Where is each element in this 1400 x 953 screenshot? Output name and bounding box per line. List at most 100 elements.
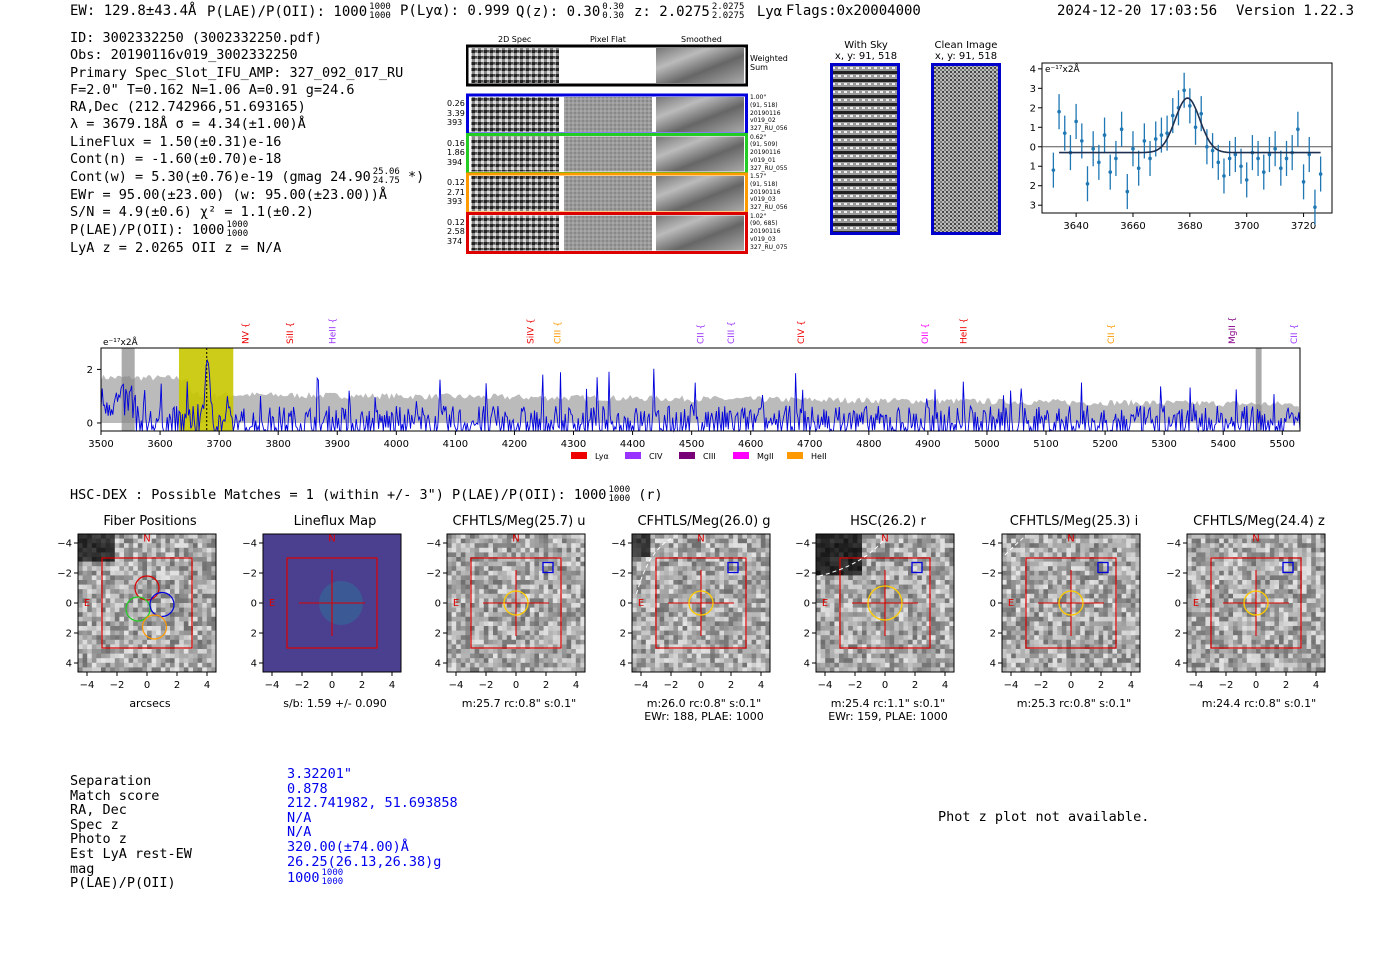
compass-n: N — [328, 534, 335, 545]
pixel — [520, 575, 526, 581]
pixel — [756, 534, 762, 539]
pixel — [493, 575, 498, 581]
pixel — [843, 552, 849, 558]
pixel — [105, 616, 111, 622]
pixel — [733, 566, 739, 572]
pixel — [562, 534, 567, 539]
y-tick-label: −3 — [1030, 201, 1036, 212]
pixel — [137, 547, 143, 553]
pixel — [866, 616, 872, 622]
pixel — [133, 598, 139, 604]
pixel — [636, 612, 642, 618]
pixel — [678, 589, 683, 595]
pixel — [460, 653, 466, 659]
pixel — [636, 626, 642, 631]
pixel — [816, 575, 821, 581]
pixel — [728, 566, 734, 572]
pixel — [641, 662, 647, 668]
pixel — [202, 626, 208, 631]
data-point — [1074, 119, 1078, 124]
pixel — [908, 635, 913, 641]
pixel — [1052, 662, 1058, 668]
pixel — [1121, 644, 1127, 650]
pixel — [1098, 649, 1104, 654]
pixel — [1117, 552, 1122, 558]
pixel — [87, 575, 93, 581]
pixel — [1006, 626, 1012, 631]
cutout-caption: m:25.3 rc:0.8" s:0.1" — [1016, 697, 1132, 710]
pixel — [641, 580, 647, 585]
pixel — [137, 570, 143, 576]
pixel — [760, 658, 766, 664]
pixel — [548, 644, 554, 650]
pixel — [825, 575, 831, 581]
pixel — [202, 534, 208, 539]
pixel — [926, 557, 932, 562]
pixel — [678, 593, 683, 599]
pixel — [756, 584, 762, 590]
pixel — [829, 626, 835, 631]
pixel — [1048, 547, 1053, 553]
pixel — [1080, 589, 1086, 595]
pixel — [1020, 662, 1026, 668]
pixel — [765, 543, 771, 549]
pixel — [580, 653, 586, 659]
pixel — [133, 570, 139, 576]
pixel — [470, 557, 475, 562]
pixel — [1020, 667, 1026, 673]
pixel — [1025, 570, 1030, 576]
pixel — [142, 570, 148, 576]
pixel — [659, 607, 665, 613]
pixel — [160, 547, 166, 553]
pixel — [632, 580, 637, 585]
pixel — [188, 667, 194, 673]
pixel — [737, 603, 743, 608]
pixel — [1121, 667, 1127, 673]
pixel — [511, 584, 517, 590]
pixel — [701, 566, 706, 572]
pixel — [534, 639, 540, 645]
pixel — [87, 616, 93, 622]
pixel — [1135, 649, 1141, 654]
pixel — [456, 662, 462, 668]
pixel — [566, 630, 572, 636]
pixel — [760, 557, 766, 562]
pixel — [747, 547, 752, 553]
pixel — [1025, 649, 1030, 654]
pixel — [557, 621, 563, 627]
pixel — [1071, 543, 1076, 549]
pixel — [488, 584, 494, 590]
pixel — [465, 557, 471, 562]
pixel — [908, 580, 913, 585]
pixel — [839, 589, 844, 595]
pixel — [493, 552, 498, 558]
pixel — [183, 538, 189, 544]
pixel — [119, 607, 125, 613]
pixel — [1002, 534, 1007, 539]
pixel — [193, 534, 198, 539]
pixel — [465, 621, 471, 627]
pixel — [1130, 607, 1136, 613]
pixel — [742, 561, 748, 567]
pixel — [96, 644, 102, 650]
pixel — [474, 557, 480, 562]
pixel — [816, 658, 821, 664]
pixel — [733, 534, 739, 539]
pixel — [580, 607, 586, 613]
pixel — [170, 575, 175, 581]
pixel — [908, 630, 913, 636]
pixel — [460, 607, 466, 613]
pixel — [673, 584, 679, 590]
pixel — [1011, 621, 1017, 627]
pixel — [105, 603, 111, 608]
pixel — [1075, 593, 1081, 599]
pixel — [128, 570, 134, 576]
pixel — [137, 538, 143, 544]
pixel — [714, 667, 720, 673]
pixel — [101, 552, 106, 558]
pixel — [1020, 649, 1026, 654]
pixel — [1135, 598, 1141, 604]
pixel — [580, 612, 586, 618]
data-point — [1222, 174, 1226, 178]
pixel — [834, 658, 840, 664]
